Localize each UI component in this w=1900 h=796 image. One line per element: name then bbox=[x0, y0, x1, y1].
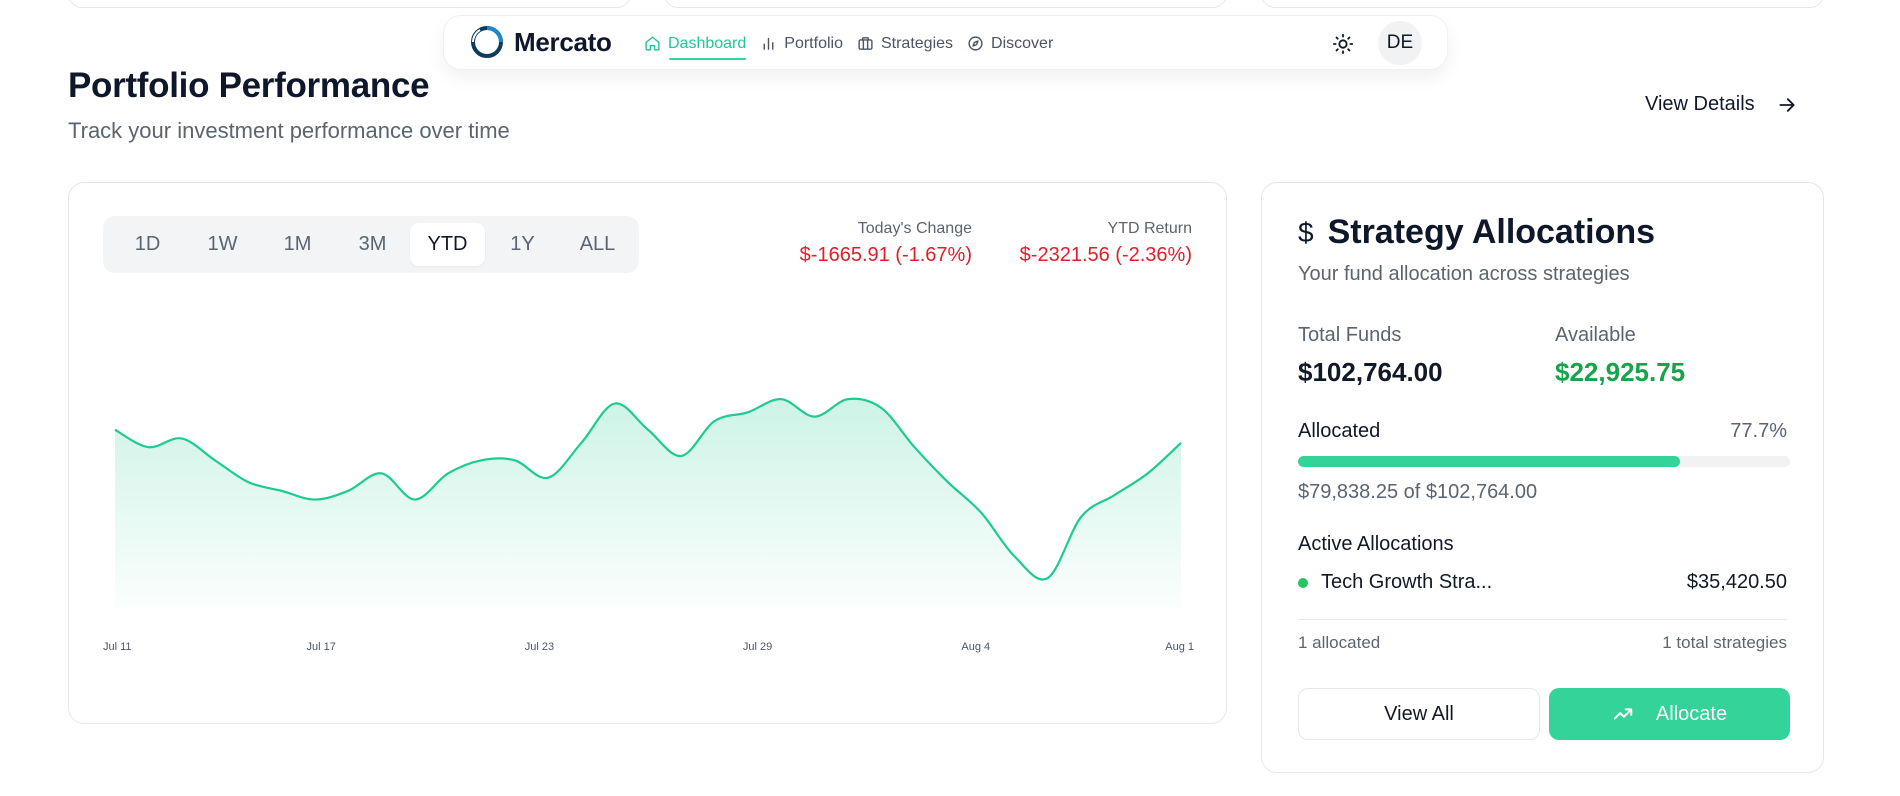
allocations-title-text: Strategy Allocations bbox=[1327, 213, 1656, 251]
total-funds-value: $102,764.00 bbox=[1298, 357, 1443, 387]
view-details-link[interactable]: View Details bbox=[1645, 93, 1797, 116]
range-tab-1w[interactable]: 1W bbox=[207, 233, 238, 255]
nav-link-label: Portfolio bbox=[784, 34, 843, 52]
card-above-2 bbox=[664, 0, 1227, 8]
todays-change-label: Today's Change bbox=[857, 220, 972, 237]
total-funds-block: Total Funds $102,764.00 bbox=[1298, 324, 1443, 388]
page-subtitle: Track your investment performance over t… bbox=[68, 118, 510, 143]
x-tick-label: Jul 11 bbox=[103, 641, 132, 653]
nav-link-label: Strategies bbox=[880, 34, 954, 52]
allocation-progress-bar bbox=[1298, 456, 1790, 467]
range-tab-1d[interactable]: 1D bbox=[134, 233, 161, 255]
total-strategies-count: 1 total strategies bbox=[1662, 633, 1787, 652]
allocated-label: Allocated bbox=[1298, 420, 1381, 442]
trending-up-icon bbox=[1613, 708, 1633, 720]
dollar-icon: $ bbox=[1298, 216, 1314, 248]
compass-icon bbox=[968, 36, 983, 51]
available-value: $22,925.75 bbox=[1555, 357, 1686, 387]
available-funds-block: Available $22,925.75 bbox=[1555, 324, 1685, 388]
brand-name: Mercato bbox=[514, 26, 612, 57]
allocation-amount: $35,420.50 bbox=[1686, 571, 1787, 593]
mercato-logo-icon bbox=[471, 26, 503, 58]
allocated-amount: $79,838.25 of $102,764.00 bbox=[1298, 481, 1538, 503]
allocation-list-item[interactable]: Tech Growth Stra... $35,420.50 bbox=[1298, 571, 1787, 594]
active-allocations-title: Active Allocations bbox=[1298, 533, 1454, 555]
todays-change-value: $-1665.91 (-1.67%) bbox=[799, 244, 972, 266]
performance-chart: Jul 11 Jul 17 Jul 23 Jul 29 Aug 4 Aug 1 bbox=[103, 397, 1194, 653]
nav-link-dashboard[interactable]: Dashboard bbox=[644, 16, 747, 71]
bar-chart-icon bbox=[763, 37, 774, 50]
page-title: Portfolio Performance bbox=[68, 66, 430, 105]
divider bbox=[1298, 619, 1787, 620]
range-tab-1m[interactable]: 1M bbox=[283, 233, 312, 255]
view-details-label: View Details bbox=[1645, 93, 1755, 115]
allocations-title: $ Strategy Allocations bbox=[1298, 213, 1655, 252]
range-tab-1y[interactable]: 1Y bbox=[510, 233, 535, 255]
allocated-row: Allocated 77.7% bbox=[1298, 420, 1787, 443]
home-icon bbox=[645, 36, 660, 51]
strategy-allocations-card: $ Strategy Allocations Your fund allocat… bbox=[1261, 182, 1824, 773]
card-above-3 bbox=[1261, 0, 1824, 8]
area-fill bbox=[115, 398, 1181, 608]
top-navbar: Mercato Dashboard Portfolio Strategies D… bbox=[443, 15, 1448, 70]
range-tabs: 1D 1W 1M 3M YTD 1Y ALL bbox=[103, 216, 639, 273]
total-funds-label: Total Funds bbox=[1298, 324, 1402, 346]
allocation-name: Tech Growth Stra... bbox=[1321, 571, 1493, 593]
nav-links: Dashboard Portfolio Strategies Discover bbox=[644, 16, 1053, 71]
performance-chart-card: Jul 11 Jul 17 Jul 23 Jul 29 Aug 4 Aug 1 1D 1W… bbox=[68, 182, 1227, 724]
allocations-subtitle: Your fund allocation across strategies bbox=[1298, 263, 1630, 285]
allocation-progress-fill bbox=[1298, 456, 1681, 467]
arrow-right-icon bbox=[1779, 97, 1795, 112]
brand[interactable]: Mercato bbox=[470, 25, 612, 59]
nav-link-label: Dashboard bbox=[668, 34, 747, 52]
ytd-return-label: YTD Return bbox=[1107, 220, 1192, 237]
x-tick-label: Aug 1 bbox=[1165, 641, 1194, 653]
nav-link-label: Discover bbox=[991, 34, 1054, 52]
allocation-summary-row: 1 allocated 1 total strategies bbox=[1298, 633, 1787, 653]
allocate-button[interactable]: Allocate bbox=[1549, 688, 1790, 740]
briefcase-icon bbox=[858, 37, 873, 50]
allocate-label: Allocate bbox=[1655, 702, 1728, 725]
theme-toggle-button[interactable] bbox=[1330, 31, 1356, 57]
range-tab-ytd[interactable]: YTD bbox=[410, 223, 485, 266]
available-label: Available bbox=[1555, 324, 1636, 346]
allocated-percent: 77.7% bbox=[1730, 420, 1787, 442]
x-tick-label: Jul 17 bbox=[307, 641, 336, 653]
range-tab-3m[interactable]: 3M bbox=[358, 233, 387, 255]
todays-change-stat: Today's Change $-1665.91 (-1.67%) bbox=[800, 220, 972, 267]
nav-link-strategies[interactable]: Strategies bbox=[857, 16, 953, 71]
user-avatar[interactable]: DE bbox=[1378, 21, 1422, 65]
sun-icon bbox=[1332, 33, 1354, 55]
x-tick-label: Aug 4 bbox=[961, 641, 990, 653]
nav-link-discover[interactable]: Discover bbox=[967, 16, 1053, 71]
active-underline bbox=[669, 58, 747, 60]
range-tab-all[interactable]: ALL bbox=[579, 233, 616, 255]
card-above-1 bbox=[68, 0, 631, 8]
allocated-count: 1 allocated bbox=[1298, 633, 1381, 652]
status-dot bbox=[1298, 577, 1308, 588]
series-line bbox=[114, 397, 1182, 581]
view-all-button[interactable]: View All bbox=[1298, 688, 1540, 740]
x-tick-label: Jul 23 bbox=[525, 641, 554, 653]
x-tick-label: Jul 29 bbox=[743, 641, 772, 653]
nav-link-portfolio[interactable]: Portfolio bbox=[760, 16, 843, 71]
ytd-return-stat: YTD Return $-2321.56 (-2.36%) bbox=[1020, 220, 1192, 267]
ytd-return-value: $-2321.56 (-2.36%) bbox=[1019, 244, 1192, 266]
